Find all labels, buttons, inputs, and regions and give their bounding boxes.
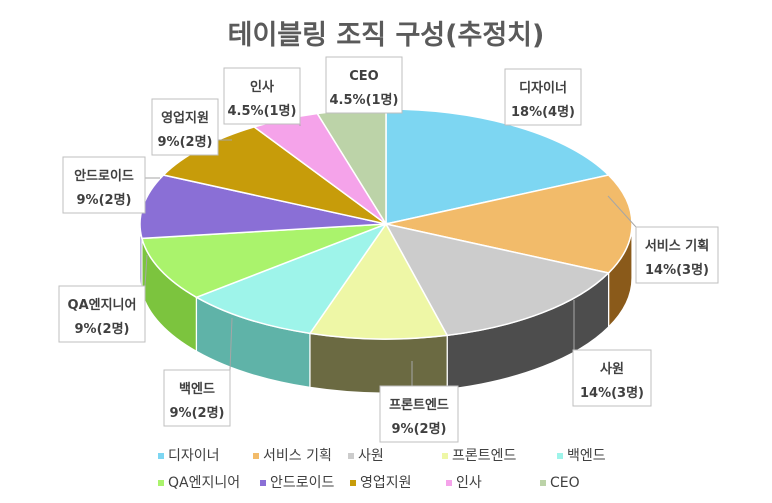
- data-label-name: 백엔드: [179, 381, 215, 397]
- data-label-name: 디자이너: [519, 80, 567, 96]
- slice-0: [385, 108, 611, 225]
- data-label-box: [379, 385, 459, 443]
- legend: 디자이너 서비스 기획 사원 프론트엔드 백엔드 QA엔지니어 안드로이드 영업지원 인사 CEO: [158, 448, 606, 491]
- slice-1: [385, 174, 633, 274]
- legend-item-9: CEO: [540, 475, 580, 491]
- data-label-4: 백엔드 9%(2명): [163, 369, 231, 427]
- legend-label: 서비스 기획: [263, 448, 332, 464]
- legend-label: 사원: [358, 448, 384, 464]
- data-label-name: 인사: [250, 79, 274, 95]
- slice-3-side: [309, 332, 448, 394]
- data-label-name: 서비스 기획: [645, 238, 709, 254]
- legend-item-3: 프론트엔드: [442, 448, 517, 464]
- data-label-value: 4.5%(1명): [228, 103, 297, 119]
- data-label-name: 사원: [600, 361, 624, 377]
- legend-label: 백엔드: [567, 448, 606, 464]
- legend-swatch: [348, 453, 354, 459]
- legend-label: 영업지원: [360, 475, 412, 491]
- leader-line-4: [229, 317, 233, 371]
- data-label-9: CEO 4.5%(1명): [325, 56, 403, 114]
- legend-item-1: 서비스 기획: [253, 448, 332, 464]
- data-label-value: 18%(4명): [511, 104, 575, 120]
- legend-swatch: [446, 480, 452, 486]
- legend-swatch: [442, 453, 448, 459]
- data-label-value: 9%(2명): [75, 321, 130, 337]
- data-label-2: 사원 14%(3명): [572, 349, 652, 407]
- legend-item-2: 사원: [348, 448, 384, 464]
- legend-item-0: 디자이너: [158, 448, 220, 464]
- legend-swatch: [253, 453, 259, 459]
- leader-line-5: [144, 254, 148, 287]
- data-label-value: 9%(2명): [170, 405, 225, 421]
- legend-item-4: 백엔드: [557, 448, 606, 464]
- legend-label: 인사: [456, 475, 482, 491]
- legend-label: QA엔지니어: [168, 475, 240, 491]
- legend-label: CEO: [550, 475, 580, 491]
- legend-item-5: QA엔지니어: [158, 475, 240, 491]
- data-label-7: 영업지원 9%(2명): [151, 98, 219, 156]
- data-label-box: [223, 67, 301, 125]
- data-label-box: [163, 369, 231, 427]
- legend-swatch: [557, 453, 563, 459]
- leader-line-1: [607, 195, 637, 228]
- data-label-value: 9%(2명): [77, 192, 132, 208]
- data-label-box: [151, 98, 219, 156]
- data-label-box: [62, 156, 146, 214]
- data-label-box: [325, 56, 403, 114]
- data-label-3: 프론트엔드 9%(2명): [379, 385, 459, 443]
- legend-item-6: 안드로이드: [260, 475, 335, 491]
- data-labels: 디자이너 18%(4명) 서비스 기획 14%(3명) 사원 14%(3명) 프론트엔드 9%…: [58, 56, 719, 443]
- data-label-8: 인사 4.5%(1명): [223, 67, 301, 125]
- legend-item-8: 인사: [446, 475, 482, 491]
- data-label-box: [504, 68, 582, 126]
- legend-label: 디자이너: [168, 448, 220, 464]
- slice-5: [140, 223, 387, 299]
- data-label-box: [572, 349, 652, 407]
- chart-title: 테이블링 조직 구성(추정치): [228, 20, 545, 51]
- legend-swatch: [158, 480, 164, 486]
- legend-swatch: [158, 453, 164, 459]
- data-label-name: QA엔지니어: [68, 297, 137, 313]
- legend-item-7: 영업지원: [350, 475, 412, 491]
- data-label-name: 안드로이드: [74, 168, 134, 184]
- data-label-box: [635, 226, 719, 284]
- leader-lines: [144, 124, 637, 386]
- data-label-5: QA엔지니어 9%(2명): [58, 285, 146, 343]
- data-label-name: CEO: [349, 69, 378, 84]
- pie-slices: [139, 108, 633, 340]
- slice-3: [308, 222, 449, 340]
- slice-2: [384, 222, 611, 337]
- legend-swatch: [260, 480, 266, 486]
- data-label-value: 14%(3명): [645, 262, 709, 278]
- legend-swatch: [350, 480, 356, 486]
- legend-swatch: [540, 480, 546, 486]
- data-label-box: [58, 285, 146, 343]
- data-label-value: 9%(2명): [392, 421, 447, 437]
- data-label-6: 안드로이드 9%(2명): [62, 156, 146, 214]
- data-label-name: 영업지원: [161, 111, 209, 126]
- data-label-value: 4.5%(1명): [330, 92, 399, 108]
- data-label-name: 프론트엔드: [389, 397, 449, 413]
- legend-label: 프론트엔드: [452, 448, 517, 464]
- data-label-value: 14%(3명): [580, 385, 644, 401]
- slice-4: [194, 222, 389, 335]
- data-label-0: 디자이너 18%(4명): [504, 68, 582, 126]
- data-label-1: 서비스 기획 14%(3명): [635, 226, 719, 284]
- legend-label: 안드로이드: [270, 475, 335, 491]
- data-label-value: 9%(2명): [158, 134, 213, 150]
